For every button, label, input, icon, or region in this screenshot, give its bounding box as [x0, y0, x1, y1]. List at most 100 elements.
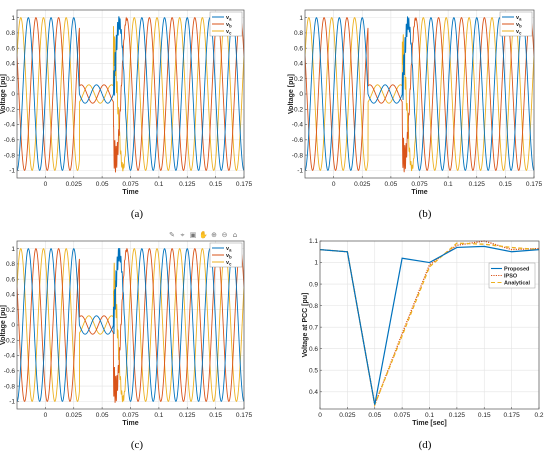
panel-d-ytick-label: 1.1 — [309, 238, 318, 245]
panel-c-xtick-label: 0 — [44, 412, 48, 419]
panel-a-legend-label-0: va — [226, 15, 232, 22]
panel-a-series-0-line — [17, 16, 244, 171]
panel-c-chart: 0 0.025 0.05 0.075 0.1 0.125 0.15 0.175 -1 -0.8 -0… — [0, 240, 253, 427]
panel-b-xtick-label: 0.1 — [444, 181, 453, 188]
plot-toolbar: ✎ ⌖ ▣ ✋ ⊕ ⊖ ⌂ — [169, 230, 237, 239]
panel-d-xtick-label: 0.025 — [339, 412, 356, 419]
panel-a-ytick-label: 0.8 — [6, 30, 15, 37]
panel-b-chart: 0 0.025 0.05 0.075 0.1 0.125 0.15 0.175 -1 -0.8 -0… — [288, 9, 543, 196]
panel-a-legend-label-1: vb — [226, 22, 232, 29]
panel-c-xtick-label: 0.1 — [154, 412, 163, 419]
panel-c-ytick-label: 0.8 — [6, 261, 15, 268]
panel-d-xtick-label: 0.175 — [503, 412, 520, 419]
panel-b-ytick-label: 0 — [299, 91, 303, 98]
panel-a-xtick-label: 0 — [44, 181, 48, 188]
panel-a-xtick-label: 0.175 — [236, 181, 253, 188]
panel-b-series-0-line — [305, 15, 534, 171]
panel-b-xtick-label: 0 — [332, 181, 336, 188]
panel-b-legend-label-2: vc — [516, 29, 522, 36]
panel-a-xtick-label: 0.075 — [122, 181, 139, 188]
panel-a-axes-box — [16, 9, 245, 179]
panel-a-ytick-label: 0.4 — [6, 61, 15, 68]
save-icon: ▣ — [190, 231, 197, 239]
panel-b-ytick-label: 0.4 — [294, 61, 303, 68]
panel-d-ytick-label: 0.9 — [309, 281, 318, 288]
panel-a-chart: 0 0.025 0.05 0.075 0.1 0.125 0.15 0.175 -1 -0.8 -0… — [0, 9, 253, 196]
panel-a-xtick-label: 0.1 — [154, 181, 163, 188]
brush-icon: ✎ — [169, 231, 175, 239]
panel-c-xtick-label: 0.125 — [179, 412, 196, 419]
panel-b-xtick-label: 0.175 — [526, 181, 543, 188]
panel-c-ytick-label: -0.8 — [4, 383, 16, 390]
panel-a-ytick-label: 1 — [11, 15, 15, 22]
panel-d-ytick-label: 0.7 — [309, 324, 318, 331]
panel-b-xtick-label: 0.025 — [354, 181, 371, 188]
panel-d-legend-label-1: IPSO — [504, 274, 518, 280]
panel-a-ytick-label: -0.8 — [4, 152, 16, 159]
panel-d-chart: 0 0.025 0.05 0.075 0.1 0.125 0.15 0.175 0.2 0.4 0.… — [302, 238, 544, 427]
panel-d-ytick-label: 0.5 — [309, 367, 318, 374]
panel-d-ytick-label: 0.4 — [309, 389, 318, 396]
panel-d-ytick-label: 1 — [314, 260, 318, 267]
panel-c-ytick-label: -0.4 — [4, 353, 16, 360]
panel-c-xtick-label: 0.025 — [66, 412, 83, 419]
panel-d-xtick-label: 0 — [318, 412, 322, 419]
caption-d: (d) — [419, 439, 432, 451]
panel-d-xlabel: Time [sec] — [412, 420, 447, 427]
panel-c-legend-label-1: vb — [226, 253, 232, 260]
panel-c-xtick-label: 0.05 — [96, 412, 109, 419]
panel-a-xtick-label: 0.15 — [209, 181, 222, 188]
panel-b-xtick-label: 0.075 — [411, 181, 428, 188]
panel-c-ytick-label: 0.6 — [6, 276, 15, 283]
panel-a-ytick-label: -0.4 — [4, 122, 16, 129]
panel-c-legend-label-0: va — [226, 246, 232, 253]
pan-icon: ✋ — [199, 230, 208, 239]
data-tip-icon: ⌖ — [181, 231, 185, 239]
panel-a-ylabel: Voltage [pu] — [0, 74, 7, 114]
panel-a-legend-label-2: vc — [226, 29, 232, 36]
panel-b-ytick-label: 1 — [299, 15, 303, 22]
panel-c-ylabel: Voltage [pu] — [0, 305, 7, 345]
panel-d-xtick-label: 0.15 — [478, 412, 491, 419]
panel-b-ytick-label: 0.6 — [294, 45, 303, 52]
panel-b-legend-label-0: va — [516, 15, 522, 22]
panel-a-xtick-label: 0.125 — [179, 181, 196, 188]
panel-c-ytick-label: -0.2 — [4, 337, 16, 344]
panel-a-xlabel: Time — [122, 189, 138, 196]
panel-d-legend-label-0: Proposed — [504, 267, 529, 273]
panel-b-xtick-label: 0.15 — [499, 181, 512, 188]
panel-a-ytick-label: 0.2 — [6, 76, 15, 83]
panel-c-ytick-label: -0.6 — [4, 368, 16, 375]
panel-b-ytick-label: -0.8 — [292, 152, 304, 159]
zoom-in-icon: ⊕ — [211, 231, 217, 239]
panel-b-ytick-label: 0.8 — [294, 30, 303, 37]
panel-b-xtick-label: 0.05 — [385, 181, 398, 188]
panel-c-ytick-label: -1 — [9, 399, 15, 406]
home-icon: ⌂ — [233, 231, 237, 239]
zoom-out-icon: ⊖ — [222, 231, 228, 239]
panel-d-xtick-label: 0.2 — [534, 412, 543, 419]
panel-d-legend-label-2: Analytical — [504, 281, 530, 287]
panel-b-ytick-label: -1 — [297, 168, 303, 175]
panel-c-xtick-label: 0.175 — [236, 412, 253, 419]
panel-b-ytick-label: 0.2 — [294, 76, 303, 83]
panel-d-xtick-label: 0.1 — [425, 412, 434, 419]
panel-a-xtick-label: 0.05 — [96, 181, 109, 188]
panel-b-legend-label-1: vb — [516, 22, 522, 29]
panel-b-xtick-label: 0.125 — [469, 181, 486, 188]
panel-b-ytick-label: -0.2 — [292, 106, 304, 113]
panel-c-ytick-label: 0.2 — [6, 307, 15, 314]
panel-b-axes-box — [304, 9, 535, 179]
panel-a-ytick-label: -0.6 — [4, 137, 16, 144]
panel-c-legend-label-2: vc — [226, 260, 232, 267]
panel-c-ytick-label: 0.4 — [6, 292, 15, 299]
caption-b: (b) — [419, 208, 432, 220]
panel-d-xtick-label: 0.05 — [368, 412, 381, 419]
panel-d-ylabel: Voltage at PCC [pu] — [302, 293, 309, 358]
panel-c-xtick-label: 0.15 — [209, 412, 222, 419]
